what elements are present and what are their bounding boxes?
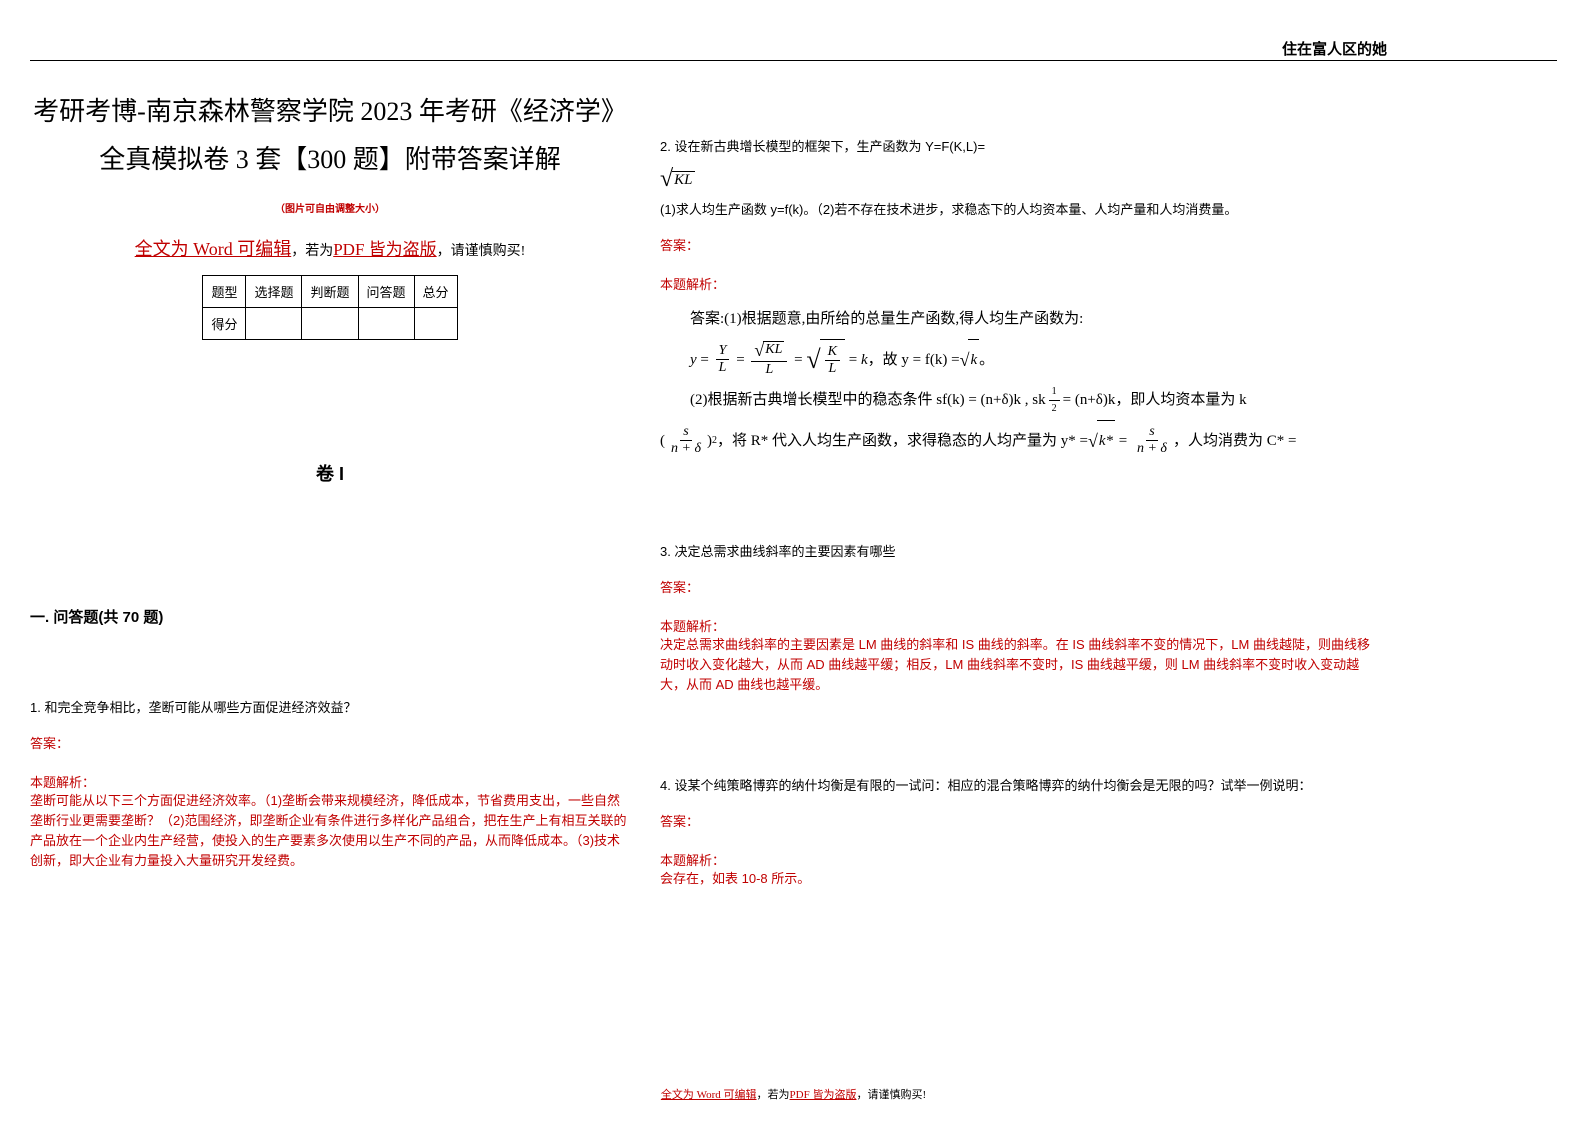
- footer-mid: ，若为: [757, 1089, 790, 1101]
- q1-answer-label: 答案：: [30, 733, 630, 752]
- q4-analysis-text: 会存在，如表 10-8 所示。: [660, 869, 1380, 889]
- notice-suffix: ，请谨慎购买!: [437, 244, 526, 259]
- header-cell: 选择题: [246, 276, 302, 308]
- question-1: 1. 和完全竞争相比，垄断可能从哪些方面促进经济效益？ 答案： 本题解析： 垄断…: [30, 697, 630, 871]
- document-title: 考研考博-南京森林警察学院 2023 年考研《经济学》全真模拟卷 3 套【300…: [30, 80, 630, 192]
- word-editable-text: 全文为 Word 可编辑: [135, 239, 292, 259]
- q2-analysis-label: 本题解析：: [660, 274, 1380, 293]
- footer-word-text: 全文为 Word 可编辑: [661, 1089, 757, 1101]
- q2-formula-line2: y = YL = √KLL = √KL = k ，故 y = f(k) = √k…: [690, 339, 1380, 380]
- q2-line3-text: (2)根据新古典增长模型中的稳态条件 sf(k) = (n+δ)k , sk: [690, 380, 1046, 420]
- footer-notice: 全文为 Word 可编辑，若为PDF 皆为盗版，请谨慎购买!: [0, 1086, 1587, 1102]
- q2-math-area: 答案:(1)根据题意,由所给的总量生产函数,得人均生产函数为: y = YL =…: [660, 299, 1380, 461]
- empty-cell: [246, 308, 302, 340]
- header-divider: [30, 60, 1557, 61]
- editable-notice: 全文为 Word 可编辑，若为PDF 皆为盗版，请谨慎购买!: [30, 235, 630, 261]
- pdf-pirate-text: PDF 皆为盗版: [333, 240, 436, 259]
- q3-analysis-text: 决定总需求曲线斜率的主要因素是 LM 曲线的斜率和 IS 曲线的斜率。在 IS …: [660, 635, 1380, 695]
- q3-text: 3. 决定总需求曲线斜率的主要因素有哪些: [660, 541, 1380, 563]
- q2-answer-label: 答案：: [660, 235, 1380, 254]
- q4-analysis-label: 本题解析：: [660, 850, 1380, 869]
- footer-suffix: ，请谨慎购买!: [856, 1089, 926, 1101]
- q1-text: 1. 和完全竞争相比，垄断可能从哪些方面促进经济效益？: [30, 697, 630, 719]
- question-3: 3. 决定总需求曲线斜率的主要因素有哪些 答案： 本题解析： 决定总需求曲线斜率…: [660, 541, 1380, 695]
- q2-line4a-text: ，将 R* 代入人均生产函数，求得稳态的人均产量为 y* =: [717, 421, 1088, 461]
- header-watermark: 住在富人区的她: [1282, 38, 1387, 59]
- empty-cell: [358, 308, 414, 340]
- table-score-row: 得分: [203, 308, 457, 340]
- q2-formula-sqrt-kl: √KL: [660, 166, 1380, 193]
- image-resize-note: （图片可自由调整大小）: [30, 200, 630, 215]
- left-column: 考研考博-南京森林警察学院 2023 年考研《经济学》全真模拟卷 3 套【300…: [30, 80, 630, 871]
- right-column: 2. 设在新古典增长模型的框架下，生产函数为 Y=F(K,L)= √KL (1)…: [660, 120, 1380, 889]
- question-2: 2. 设在新古典增长模型的框架下，生产函数为 Y=F(K,L)= √KL (1)…: [660, 136, 1380, 461]
- q4-text: 4. 设某个纯策略博弈的纳什均衡是有限的一试问：相应的混合策略博弈的纳什均衡会是…: [660, 775, 1380, 797]
- q3-answer-label: 答案：: [660, 577, 1380, 596]
- q1-analysis-label: 本题解析：: [30, 772, 630, 791]
- section-heading: 一. 问答题(共 70 题): [30, 606, 630, 627]
- q2-formula-line4: ( sn + δ )2 ，将 R* 代入人均生产函数，求得稳态的人均产量为 y*…: [660, 420, 1380, 461]
- q2-text-b: (1)求人均生产函数 y=f(k)。（2)若不存在技术进步，求稳态下的人均资本量…: [660, 199, 1380, 221]
- empty-cell: [414, 308, 457, 340]
- header-cell: 判断题: [302, 276, 358, 308]
- row-label-cell: 得分: [203, 308, 246, 340]
- table-header-row: 题型 选择题 判断题 问答题 总分: [203, 276, 457, 308]
- empty-cell: [302, 308, 358, 340]
- q3-analysis-label: 本题解析：: [660, 616, 1380, 635]
- question-4: 4. 设某个纯策略博弈的纳什均衡是有限的一试问：相应的混合策略博弈的纳什均衡会是…: [660, 775, 1380, 889]
- score-table: 题型 选择题 判断题 问答题 总分 得分: [202, 275, 457, 340]
- header-cell: 问答题: [358, 276, 414, 308]
- q2-formula-line3: (2)根据新古典增长模型中的稳态条件 sf(k) = (n+δ)k , sk 1…: [690, 380, 1380, 420]
- notice-mid: ，若为: [291, 244, 333, 259]
- q2-line4b-text: ，人均消费为 C* =: [1173, 421, 1296, 461]
- q2-line2-suffix: ，故 y = f(k) =: [868, 340, 960, 380]
- q2-ans-line1: 答案:(1)根据题意,由所给的总量生产函数,得人均生产函数为:: [690, 299, 1380, 339]
- q4-answer-label: 答案：: [660, 811, 1380, 830]
- footer-pdf-text: PDF 皆为盗版: [790, 1089, 857, 1101]
- q2-line3b-text: = (n+δ)k，即人均资本量为 k: [1063, 380, 1247, 420]
- header-cell: 总分: [414, 276, 457, 308]
- q2-text-a: 2. 设在新古典增长模型的框架下，生产函数为 Y=F(K,L)=: [660, 136, 1380, 158]
- volume-heading: 卷 I: [30, 460, 630, 486]
- q1-analysis-text: 垄断可能从以下三个方面促进经济效率。（1)垄断会带来规模经济，降低成本，节省费用…: [30, 791, 630, 871]
- header-cell: 题型: [203, 276, 246, 308]
